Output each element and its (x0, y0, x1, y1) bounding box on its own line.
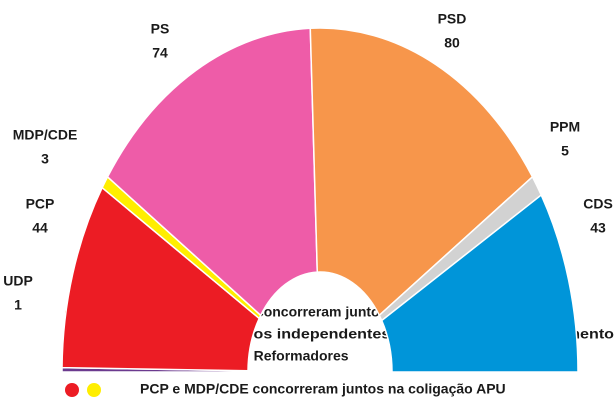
seat-count: 3 (41, 151, 49, 167)
party-name: MDP/CDE (13, 127, 78, 143)
seat-count: 1 (14, 297, 22, 313)
seat-count: 80 (444, 35, 460, 51)
party-name: PCP (26, 196, 55, 212)
seat-count: 5 (561, 143, 569, 159)
legend-dot (87, 383, 101, 397)
party-name: PS (151, 21, 170, 37)
party-name: PPM (550, 119, 580, 135)
party-name: CDS (583, 196, 613, 212)
seat-count: 43 (590, 220, 606, 236)
seat-wedge (61, 186, 261, 372)
seat-wedge (106, 27, 319, 317)
note: PCP e MDP/CDE concorreram juntos na coli… (140, 381, 506, 397)
legend-dot (65, 383, 79, 397)
seat-wedge (309, 27, 534, 317)
party-name: PSD (438, 11, 467, 27)
seat-wedge (380, 193, 579, 373)
party-name: UDP (3, 273, 33, 289)
seat-count: 74 (152, 45, 168, 61)
seat-count: 44 (32, 220, 48, 236)
